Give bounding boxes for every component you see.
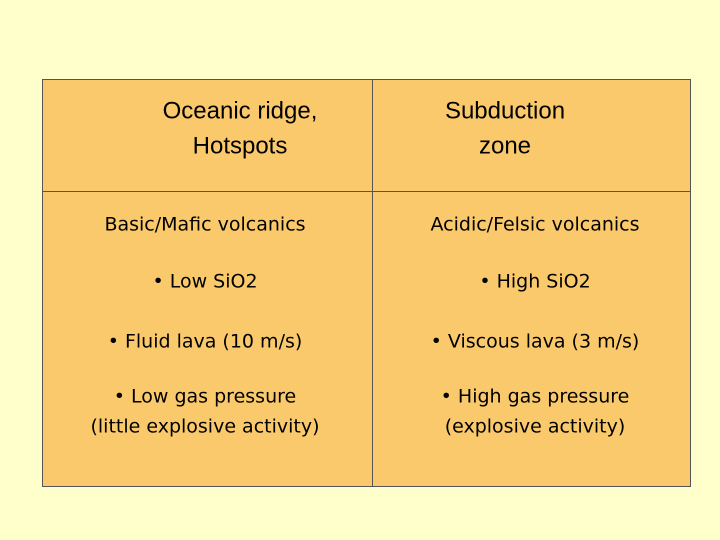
table-cell: • Viscous lava (3 m/s) (431, 331, 640, 353)
table-cell: • Low gas pressure (114, 386, 296, 408)
table-background (42, 79, 691, 487)
table-cell: (explosive activity) (445, 416, 626, 438)
header-cell: Oceanic ridge, (163, 97, 318, 124)
table-cell: • Low SiO2 (152, 271, 257, 293)
table-cell: Acidic/Felsic volcanics (431, 214, 640, 236)
header-cell: Subduction (445, 97, 565, 124)
table-cell: • High SiO2 (479, 271, 590, 293)
table-cell: • Fluid lava (10 m/s) (108, 331, 303, 353)
header-cell: zone (479, 132, 531, 159)
table-cell: Basic/Mafic volcanics (104, 214, 305, 236)
table-cell: (little explosive activity) (90, 416, 319, 438)
table-cell: • High gas pressure (441, 386, 630, 408)
header-cell: Hotspots (193, 132, 288, 159)
